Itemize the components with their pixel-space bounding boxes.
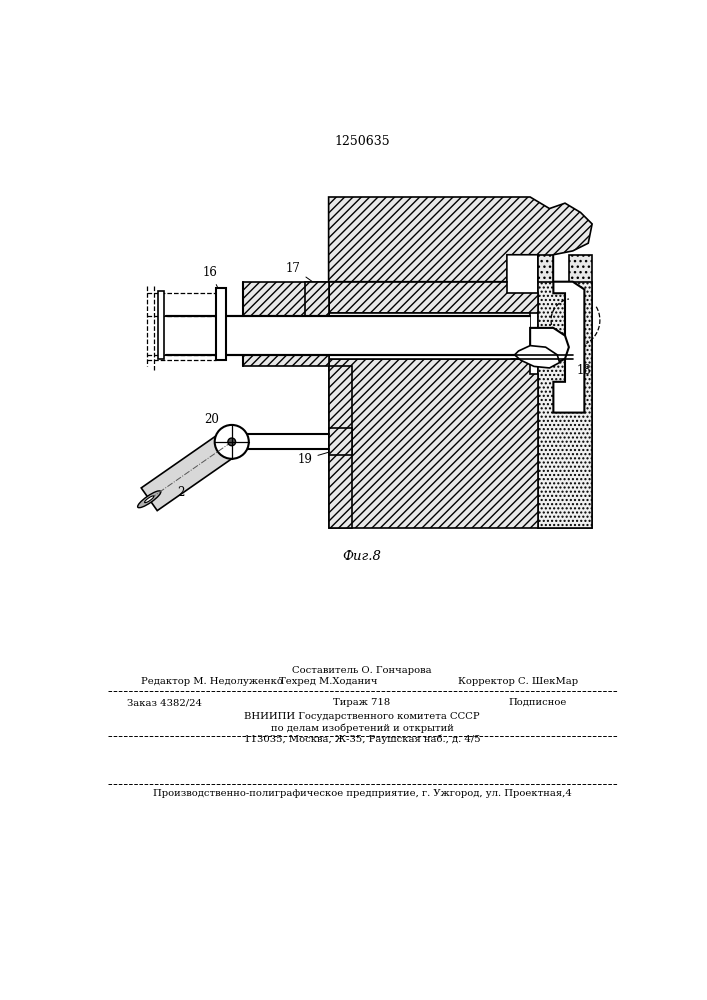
Text: 1250635: 1250635 — [334, 135, 390, 148]
Text: 19: 19 — [298, 452, 330, 466]
Text: ВНИИПИ Государственного комитета СССР: ВНИИПИ Государственного комитета СССР — [244, 712, 480, 721]
Polygon shape — [329, 282, 538, 312]
Polygon shape — [243, 355, 329, 366]
Text: Корректор С. ШекМар: Корректор С. ШекМар — [458, 677, 578, 686]
Text: 2: 2 — [177, 486, 185, 499]
Text: Тираж 718: Тираж 718 — [333, 698, 390, 707]
Text: 16: 16 — [203, 266, 218, 287]
Text: Фиг.8: Фиг.8 — [342, 550, 381, 563]
Polygon shape — [329, 359, 538, 528]
Text: 17: 17 — [286, 262, 312, 282]
Circle shape — [215, 425, 249, 459]
Text: 20: 20 — [204, 413, 219, 426]
Polygon shape — [329, 366, 352, 528]
Circle shape — [228, 438, 235, 446]
Text: Производственно-полиграфическое предприятие, г. Ужгород, ул. Проектная,4: Производственно-полиграфическое предприя… — [153, 789, 571, 798]
Bar — [216, 288, 226, 360]
Text: 18: 18 — [577, 364, 591, 377]
Polygon shape — [515, 346, 559, 368]
Polygon shape — [141, 431, 240, 511]
Bar — [329, 312, 530, 359]
Ellipse shape — [138, 491, 160, 508]
Polygon shape — [305, 282, 329, 316]
Bar — [166, 316, 530, 355]
Polygon shape — [243, 282, 329, 316]
Text: Составитель О. Гончарова: Составитель О. Гончарова — [292, 666, 432, 675]
Text: Заказ 4382/24: Заказ 4382/24 — [127, 698, 202, 707]
Polygon shape — [329, 197, 592, 282]
Polygon shape — [329, 428, 352, 455]
Bar — [158, 291, 164, 359]
Text: 113035, Москва, Ж-35, Раушская наб., д. 4/5: 113035, Москва, Ж-35, Раушская наб., д. … — [244, 735, 480, 744]
Polygon shape — [538, 282, 592, 528]
Polygon shape — [530, 328, 569, 365]
Text: Техред М.Ходанич: Техред М.Ходанич — [279, 677, 378, 686]
Ellipse shape — [144, 496, 154, 503]
Text: Редактор М. Недолуженко: Редактор М. Недолуженко — [141, 677, 283, 686]
Polygon shape — [538, 255, 592, 528]
Text: по делам изобретений и открытий: по делам изобретений и открытий — [271, 723, 453, 733]
Polygon shape — [554, 282, 585, 413]
Text: Подписное: Подписное — [509, 698, 567, 707]
